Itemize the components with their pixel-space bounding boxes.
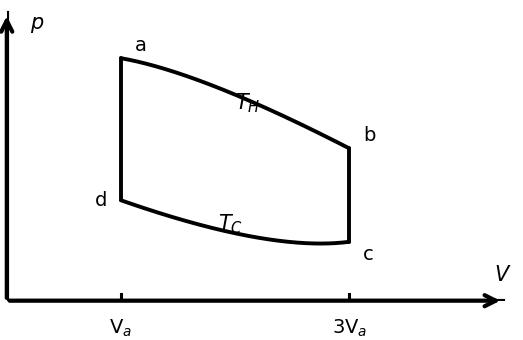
- Text: V: V: [495, 266, 509, 286]
- Text: b: b: [363, 126, 375, 145]
- Text: p: p: [30, 13, 43, 33]
- Text: d: d: [95, 191, 107, 210]
- Text: V$_a$: V$_a$: [109, 318, 132, 339]
- Text: $T_C$: $T_C$: [218, 213, 243, 236]
- Text: a: a: [134, 36, 146, 55]
- Text: 3V$_a$: 3V$_a$: [332, 318, 367, 339]
- Text: c: c: [363, 245, 373, 264]
- Text: $T_H$: $T_H$: [235, 91, 260, 115]
